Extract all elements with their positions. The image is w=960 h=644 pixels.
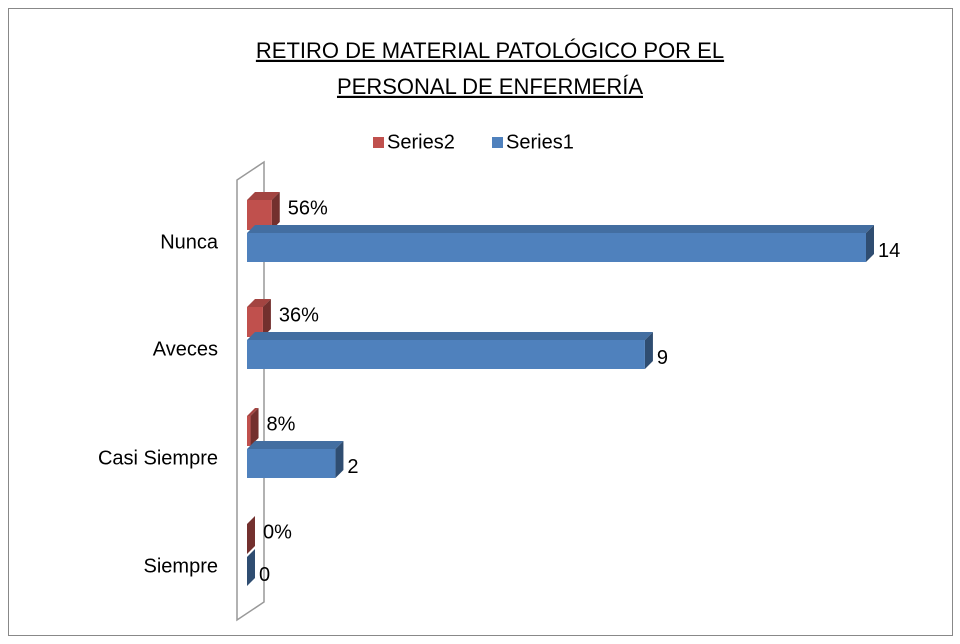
bar [247, 307, 263, 337]
y-tick-label: Casi Siempre [98, 447, 218, 469]
data-label: 2 [347, 456, 358, 478]
bar-side [271, 192, 280, 230]
bar-side [644, 332, 653, 369]
bar-top [247, 408, 259, 416]
axis-wall [236, 160, 265, 622]
bar-side [866, 225, 874, 262]
bar-side [247, 549, 255, 586]
bar-top [247, 332, 653, 340]
bar [247, 340, 645, 369]
bar [247, 416, 251, 446]
data-label: 56% [288, 197, 328, 219]
legend-label: Series1 [506, 131, 574, 153]
y-tick-label: Siempre [144, 555, 218, 577]
legend-swatch [373, 137, 384, 148]
y-tick-label: Aveces [153, 338, 218, 360]
bar-side [247, 516, 255, 554]
data-label: 36% [279, 304, 319, 326]
bar-side [335, 441, 344, 478]
data-label: 14 [878, 240, 900, 262]
data-label: 0% [263, 521, 292, 543]
chart-title: PERSONAL DE ENFERMERÍA [337, 74, 643, 99]
bar-side [250, 408, 259, 446]
bar-top [247, 441, 344, 449]
data-label: 9 [657, 347, 668, 369]
bar-top [247, 192, 280, 200]
data-label: 0 [259, 564, 270, 586]
legend-label: Series2 [387, 131, 455, 153]
y-tick-label: Nunca [160, 231, 219, 253]
bar [247, 233, 866, 262]
bar [247, 449, 336, 478]
data-label: 8% [267, 413, 296, 435]
chart-border [8, 8, 953, 636]
bar-top [247, 225, 874, 233]
legend-swatch [492, 137, 503, 148]
chart-title: RETIRO DE MATERIAL PATOLÓGICO POR EL [256, 38, 724, 63]
bar-side [262, 299, 271, 337]
bar-top [247, 299, 271, 307]
